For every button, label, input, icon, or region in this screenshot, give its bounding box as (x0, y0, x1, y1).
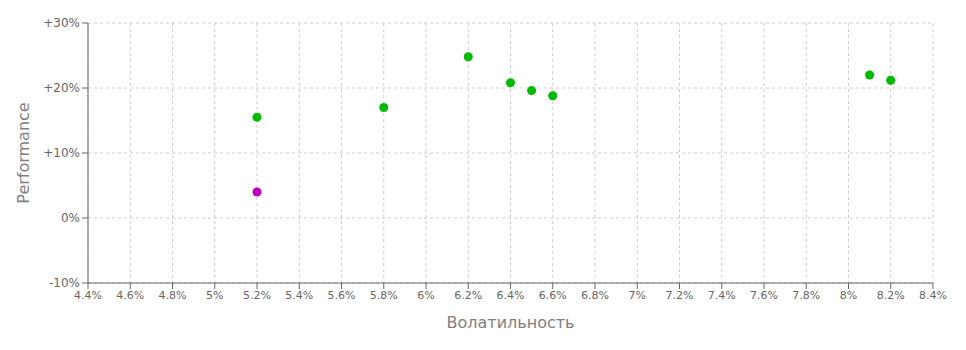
svg-text:6%: 6% (417, 289, 434, 302)
svg-text:7.6%: 7.6% (750, 289, 778, 302)
svg-text:5.6%: 5.6% (328, 289, 356, 302)
svg-text:5.8%: 5.8% (370, 289, 398, 302)
svg-text:8%: 8% (840, 289, 857, 302)
svg-text:6.2%: 6.2% (454, 289, 482, 302)
svg-text:8.2%: 8.2% (877, 289, 905, 302)
svg-text:6.8%: 6.8% (581, 289, 609, 302)
svg-text:6.6%: 6.6% (539, 289, 567, 302)
svg-text:7%: 7% (629, 289, 646, 302)
svg-text:8.4%: 8.4% (919, 289, 947, 302)
svg-text:Performance: Performance (14, 102, 33, 203)
svg-text:0%: 0% (61, 211, 80, 225)
svg-text:4.4%: 4.4% (74, 289, 102, 302)
svg-text:5.4%: 5.4% (285, 289, 313, 302)
svg-text:5%: 5% (206, 289, 223, 302)
svg-text:5.2%: 5.2% (243, 289, 271, 302)
svg-text:4.6%: 4.6% (116, 289, 144, 302)
svg-text:+10%: +10% (43, 146, 80, 160)
svg-text:+30%: +30% (43, 16, 80, 30)
svg-text:7.4%: 7.4% (708, 289, 736, 302)
svg-text:7.2%: 7.2% (666, 289, 694, 302)
svg-text:Волатильность: Волатильность (447, 313, 575, 332)
svg-text:+20%: +20% (43, 81, 80, 95)
svg-text:-10%: -10% (49, 276, 80, 290)
svg-text:6.4%: 6.4% (497, 289, 525, 302)
svg-text:4.8%: 4.8% (159, 289, 187, 302)
svg-text:7.8%: 7.8% (792, 289, 820, 302)
